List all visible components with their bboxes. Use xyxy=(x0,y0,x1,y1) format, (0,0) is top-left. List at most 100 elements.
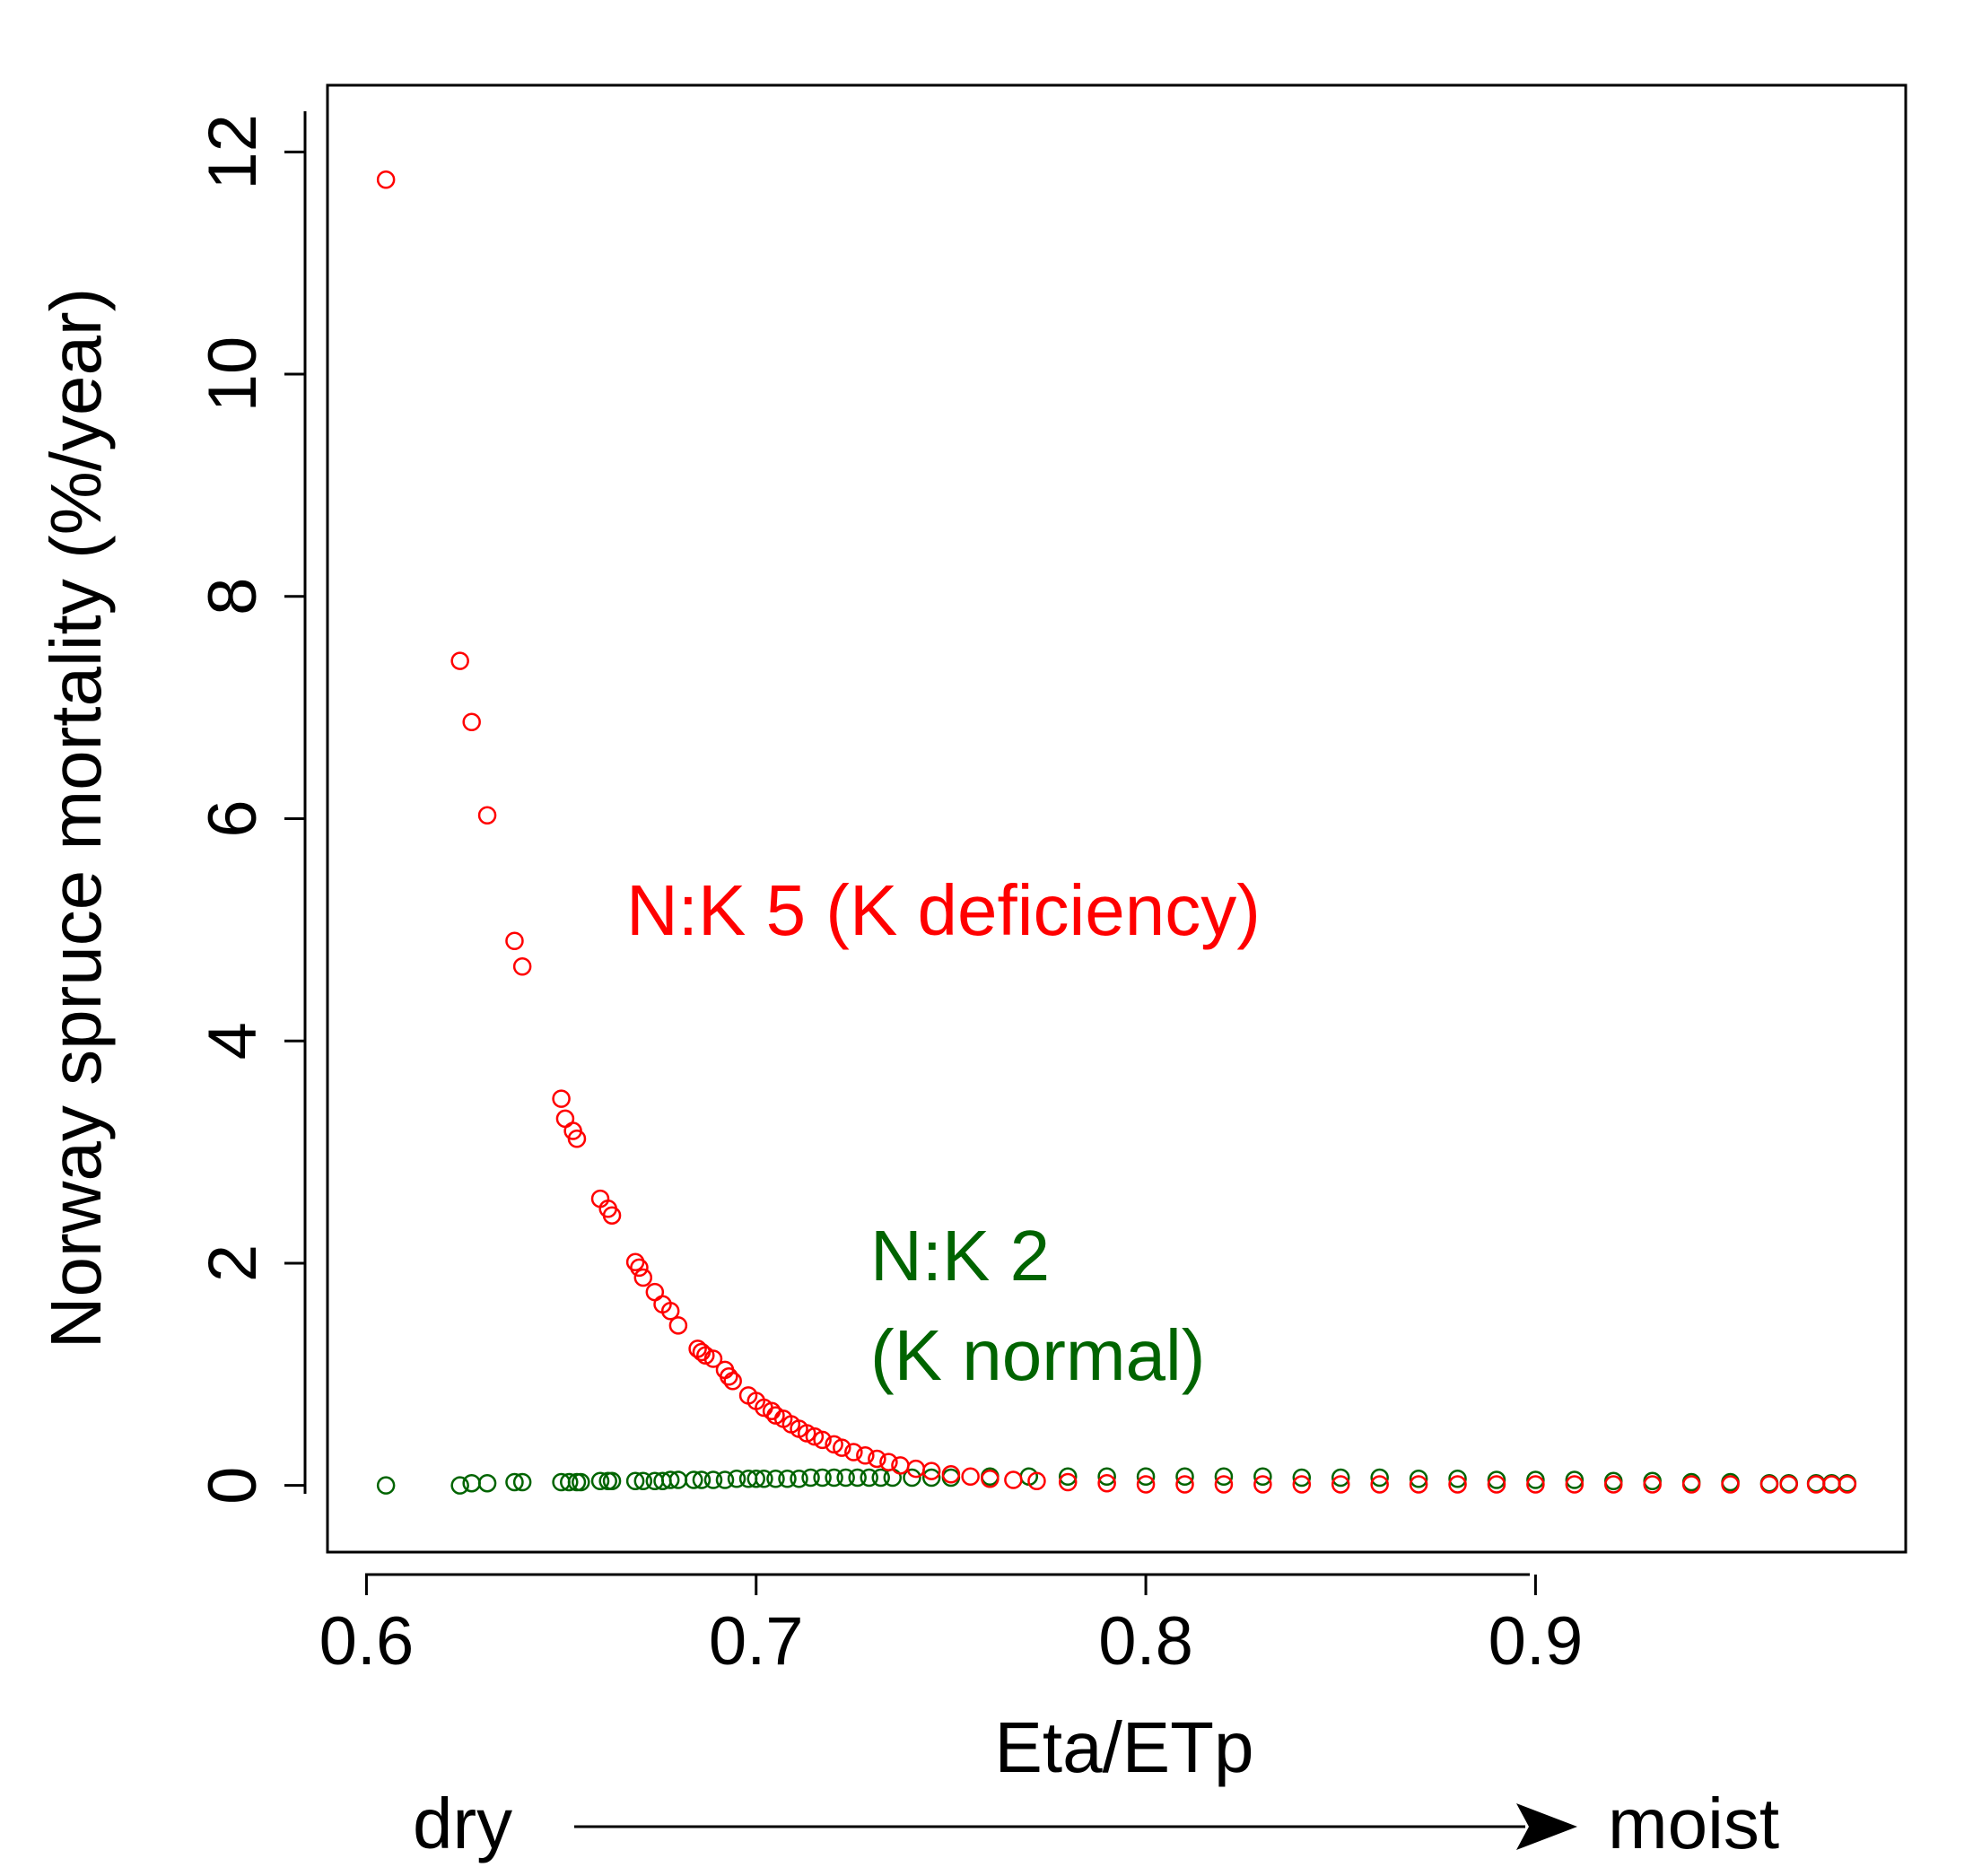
x-tick-label: 0.7 xyxy=(709,1603,804,1680)
point-nk5 xyxy=(555,1109,575,1129)
point-nk2 xyxy=(450,1476,469,1495)
point-nk5 xyxy=(1370,1475,1389,1494)
point-nk2 xyxy=(790,1470,808,1488)
point-nk5 xyxy=(856,1445,875,1465)
point-nk2 xyxy=(512,1472,532,1492)
point-nk2 xyxy=(715,1470,735,1489)
point-nk5 xyxy=(1004,1470,1023,1489)
point-nk2 xyxy=(1370,1468,1389,1488)
point-nk5 xyxy=(602,1206,622,1225)
y-tick-label: 8 xyxy=(195,578,271,615)
point-nk2 xyxy=(1214,1467,1234,1487)
point-nk2 xyxy=(692,1470,712,1489)
point-nk5 xyxy=(868,1449,886,1469)
point-nk5 xyxy=(450,651,469,670)
x-ticks: 0.6 0.7 0.8 0.9 xyxy=(319,1575,1584,1680)
point-nk5 xyxy=(376,170,396,189)
point-nk5 xyxy=(1838,1475,1857,1494)
point-nk2 xyxy=(825,1468,843,1488)
point-nk2 xyxy=(1448,1470,1467,1488)
point-nk2 xyxy=(801,1468,820,1488)
point-nk5 xyxy=(1136,1475,1156,1494)
point-nk5 xyxy=(921,1462,941,1480)
point-nk5 xyxy=(1779,1475,1798,1494)
point-nk5 xyxy=(1253,1475,1272,1494)
point-nk2 xyxy=(836,1468,855,1488)
point-nk5 xyxy=(462,712,481,731)
point-nk2 xyxy=(685,1470,703,1489)
y-tick-label: 6 xyxy=(195,799,271,837)
point-nk2 xyxy=(477,1473,497,1493)
point-nk2 xyxy=(625,1471,645,1490)
point-nk5 xyxy=(645,1282,665,1302)
plot-frame xyxy=(326,83,1908,1554)
point-nk2 xyxy=(1292,1468,1312,1488)
y-tick-label: 12 xyxy=(195,114,271,190)
x-tick-label: 0.9 xyxy=(1488,1603,1584,1680)
point-nk5 xyxy=(512,956,532,976)
point-nk2 xyxy=(1253,1467,1272,1487)
point-nk2 xyxy=(746,1470,766,1488)
point-nk2 xyxy=(766,1470,785,1488)
gradient-dry-label: dry xyxy=(413,1784,512,1863)
point-nk5 xyxy=(1604,1475,1623,1494)
x-tick-label: 0.6 xyxy=(319,1603,415,1680)
point-nk2 xyxy=(1409,1470,1428,1488)
point-nk2 xyxy=(560,1472,579,1492)
point-nk5 xyxy=(1643,1475,1662,1494)
point-nk5 xyxy=(1058,1472,1078,1492)
point-nk2 xyxy=(1058,1467,1078,1487)
point-nk5 xyxy=(1526,1475,1545,1494)
point-nk2 xyxy=(1331,1468,1350,1488)
point-nk5 xyxy=(1448,1475,1467,1494)
y-ticks: 0 2 4 6 8 10 12 xyxy=(195,114,305,1505)
point-nk5 xyxy=(1331,1475,1350,1494)
point-nk2 xyxy=(703,1470,723,1489)
point-nk5 xyxy=(703,1349,723,1368)
point-nk2 xyxy=(848,1468,867,1488)
point-nk5 xyxy=(1214,1475,1234,1494)
point-nk5 xyxy=(1822,1475,1841,1494)
data-points xyxy=(376,170,1857,1495)
annotation-nk5: N:K 5 (K deficiency) xyxy=(626,870,1261,950)
point-nk2 xyxy=(1565,1470,1585,1489)
point-nk5 xyxy=(1175,1475,1194,1494)
point-nk2 xyxy=(778,1470,797,1488)
point-nk5 xyxy=(961,1467,980,1487)
y-tick-label: 10 xyxy=(195,336,271,413)
point-nk2 xyxy=(660,1470,680,1489)
point-nk2 xyxy=(1175,1467,1194,1487)
point-nk5 xyxy=(477,806,497,825)
x-axis-title: Eta/ETp xyxy=(994,1707,1253,1787)
point-nk2 xyxy=(1097,1467,1116,1487)
point-nk5 xyxy=(1681,1475,1701,1494)
gradient-moist-label: moist xyxy=(1608,1784,1779,1863)
x-tick-label: 0.8 xyxy=(1098,1603,1193,1680)
point-nk5 xyxy=(567,1129,587,1148)
point-nk5 xyxy=(1027,1471,1046,1490)
point-nk5 xyxy=(668,1316,688,1335)
point-nk5 xyxy=(844,1443,863,1462)
point-nk5 xyxy=(1097,1473,1116,1493)
point-nk5 xyxy=(633,1268,653,1287)
annotation-nk2: N:K 2 xyxy=(870,1216,1050,1296)
point-nk2 xyxy=(590,1471,610,1490)
point-nk5 xyxy=(813,1430,832,1450)
y-tick-label: 2 xyxy=(195,1244,271,1282)
point-nk2 xyxy=(921,1468,941,1488)
point-nk5 xyxy=(1759,1475,1779,1494)
point-nk5 xyxy=(660,1301,680,1321)
point-nk2 xyxy=(633,1471,653,1490)
annotation-k-normal: (K normal) xyxy=(870,1315,1205,1395)
point-nk2 xyxy=(462,1473,481,1493)
y-tick-label: 4 xyxy=(195,1022,271,1060)
point-nk5 xyxy=(1806,1475,1826,1494)
point-nk5 xyxy=(552,1089,571,1108)
point-nk2 xyxy=(1526,1470,1545,1489)
point-nk2 xyxy=(813,1468,832,1488)
point-nk5 xyxy=(1487,1475,1506,1494)
point-nk2 xyxy=(602,1471,622,1490)
point-nk2 xyxy=(871,1468,890,1488)
point-nk2 xyxy=(572,1472,590,1492)
